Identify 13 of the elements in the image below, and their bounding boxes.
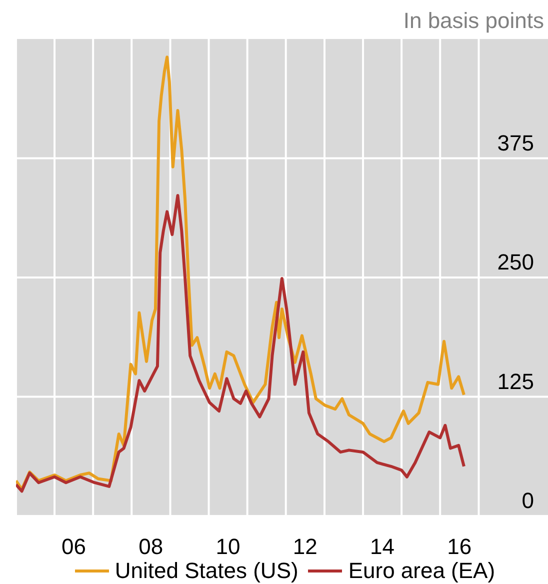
x-tick-label: 12 (292, 534, 318, 559)
legend-label: United States (US) (114, 558, 298, 584)
y-tick-label: 0 (522, 488, 534, 513)
x-tick-label: 06 (62, 534, 86, 559)
y-tick-label: 375 (497, 130, 534, 156)
x-tick-label: 08 (138, 534, 164, 559)
legend-label: Euro area (EA) (348, 558, 496, 584)
y-tick-label: 125 (497, 368, 534, 394)
y-tick-label: 250 (497, 250, 534, 274)
x-tick-label: 14 (370, 534, 394, 559)
y-axis-title: In basis points (403, 8, 544, 34)
x-tick-label: 10 (216, 534, 240, 559)
x-tick-label: 16 (447, 534, 472, 559)
